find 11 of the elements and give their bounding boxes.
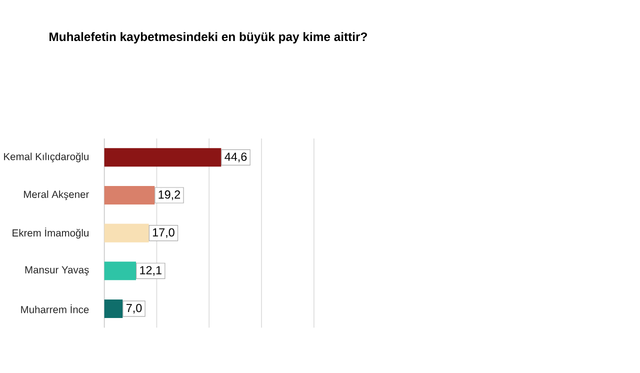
data-label: 19,2 — [158, 190, 180, 200]
data-label: 12,1 — [140, 266, 162, 276]
y-tick-label: Meral Akşener — [24, 190, 89, 200]
data-label: 17,0 — [152, 228, 174, 238]
chart-title: Muhalefetin kaybetmesindeki en büyük pay kime aittir? — [50, 32, 367, 44]
y-tick-label: Ekrem İmamoğlu — [12, 227, 88, 238]
data-label: 7,0 — [126, 304, 142, 314]
y-tick-label: Muharrem İnce — [21, 304, 89, 314]
y-tick-label: Kemal Kılıçdaroğlu — [4, 152, 88, 162]
y-tick-label: Mansur Yavaş — [25, 266, 89, 276]
data-label: 44,6 — [224, 152, 247, 162]
